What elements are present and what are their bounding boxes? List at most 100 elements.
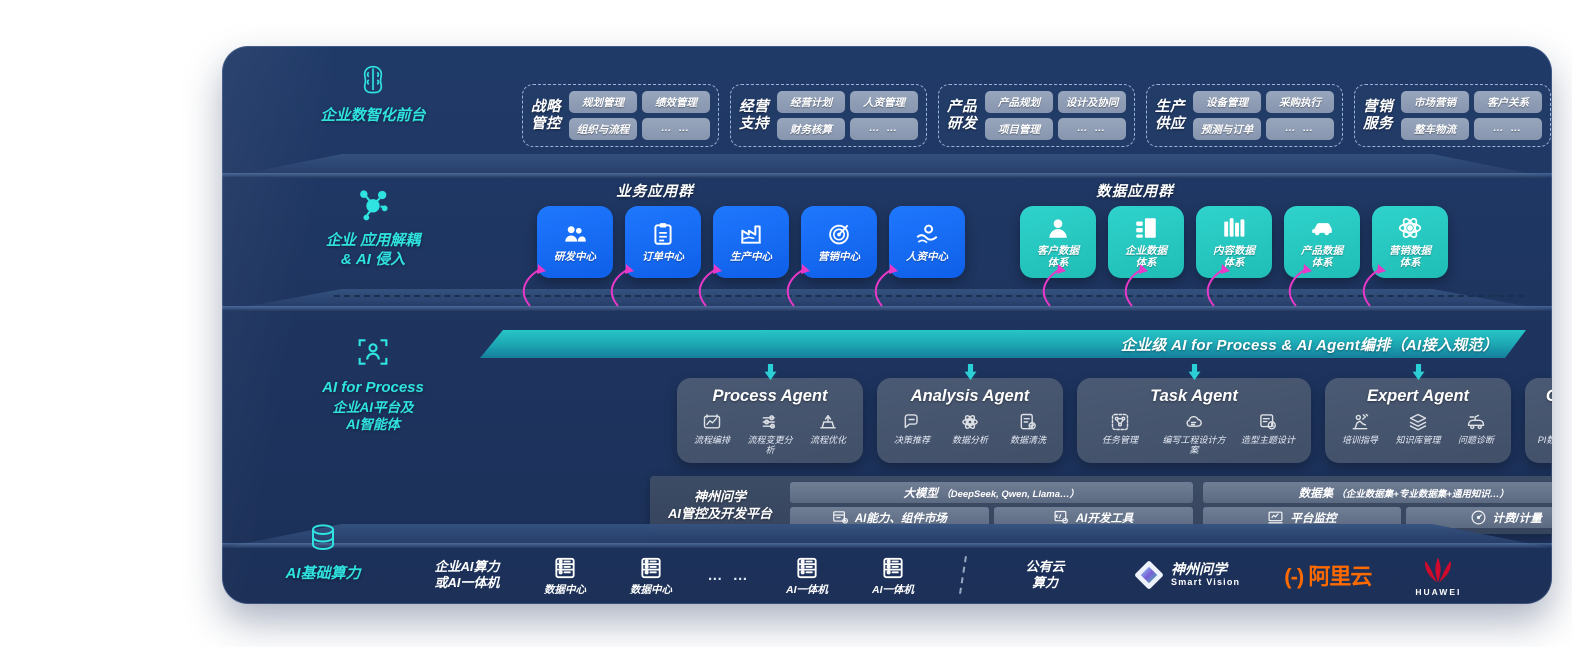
target-icon [829,224,849,245]
infra-item[interactable]: 数据中心 [522,555,608,596]
front-office-group[interactable]: 经营 支持 经营计划 人资管理 财务核算… … [730,84,927,147]
agent-items: PI数据识别数据权限 & 安全合规预警 [1535,412,1552,455]
agent-item[interactable]: PI数据识别 [1535,412,1552,455]
app-card-business[interactable]: 生产中心 [713,206,789,278]
agent-item-label: 流程优化 [809,435,846,445]
app-card-label: 人资中心 [906,251,948,263]
agent-item[interactable]: 流程变更分析 [745,412,795,455]
agent-card[interactable]: Process Agent 流程编排 流程变更分析 流程优化 [677,364,863,463]
infra-item[interactable]: AI一体机 [850,555,936,596]
front-office-chip[interactable]: 产品规划 [985,91,1053,113]
platform-bar-devtools[interactable]: AI开发工具 [993,507,1193,528]
decouple-node-icon [360,190,388,221]
front-office-chips: 市场营销 客户关系 整车物流… … [1401,91,1542,140]
agent-item[interactable]: 问题诊断 [1451,412,1501,445]
app-card-business[interactable]: 营销中心 [801,206,877,278]
front-office-group[interactable]: 营销 服务 市场营销 客户关系 整车物流… … [1354,84,1551,147]
database-stack-icon [312,524,334,551]
app-card-data[interactable]: 内容数据 体系 [1196,206,1272,278]
front-office-chip[interactable]: 人资管理 [850,91,918,113]
agent-item[interactable]: 造型主题设计 [1235,412,1301,455]
aliyun-logo[interactable]: (-) 阿里云 [1284,559,1372,591]
front-office-chip[interactable]: 财务核算 [777,118,845,140]
agent-item[interactable]: 数据清洗 [1003,412,1053,445]
front-office-chip[interactable]: … … [642,118,710,140]
app-card-data[interactable]: 产品数据 体系 [1284,206,1360,278]
agent-card[interactable]: Analysis Agent 决策推荐 数据分析 数据清洗 [877,364,1063,463]
app-card-data[interactable]: 企业数据 体系 [1108,206,1184,278]
teal-down-arrow-icon [964,364,977,381]
agent-item[interactable]: 决策推荐 [887,412,937,445]
app-card-label: 生产中心 [730,251,772,263]
front-office-group[interactable]: 战略 管控 规划管理 绩效管理 组织与流程… … [522,84,719,147]
agent-item[interactable]: 知识库管理 [1393,412,1443,445]
front-office-chip[interactable]: 组织与流程 [569,118,637,140]
billing-label: 计费/计量 [1492,512,1542,525]
agent-items: 培训指导 知识库管理 问题诊断 [1335,412,1501,445]
cloud-edit-icon [1186,415,1202,427]
front-office-chip[interactable]: … … [1474,118,1542,140]
front-office-chip[interactable]: … … [850,118,918,140]
front-office-chip[interactable]: 采购执行 [1266,91,1334,113]
front-office-chip[interactable]: 经营计划 [777,91,845,113]
front-office-chip[interactable]: … … [1266,118,1334,140]
infra-item[interactable]: 数据中心 [608,555,694,596]
front-office-chip[interactable]: 预测与订单 [1193,118,1261,140]
front-office-chip[interactable]: 项目管理 [985,118,1053,140]
front-office-chip[interactable]: 整车物流 [1401,118,1469,140]
front-office-chip[interactable]: 规划管理 [569,91,637,113]
infra-item[interactable]: 企业AI算力 或AI一体机 [412,559,522,591]
front-office-group[interactable]: 生产 供应 设备管理 采购执行 预测与订单… … [1146,84,1343,147]
agent-item[interactable]: 任务管理 [1087,412,1153,455]
gauge-icon [1471,510,1485,525]
infra-divider [959,556,967,594]
agent-item-label: 数据分析 [951,435,988,445]
agent-card[interactable]: Task Agent 任务管理 编写工程设计方案 造型主题设计 [1077,364,1311,463]
front-office-chip[interactable]: 客户关系 [1474,91,1542,113]
platform-bar-billing[interactable]: 计费/计量 [1406,507,1552,528]
platform-bar-models[interactable]: 大模型 （DeepSeek, Qwen, Llama…） [790,482,1193,503]
front-office-chip[interactable]: … … [1058,118,1126,140]
front-office-chip[interactable]: 市场营销 [1401,91,1469,113]
front-office-chip[interactable]: 绩效管理 [642,91,710,113]
app-card-business[interactable]: 订单中心 [625,206,701,278]
dashed-divider [334,295,1524,297]
app-card-data[interactable]: 营销数据 体系 [1372,206,1448,278]
app-card-business[interactable]: 人资中心 [889,206,965,278]
shenzhou-wenxue-logo[interactable]: 神州问学 Smart Vision [1134,560,1240,590]
agent-item[interactable]: 数据分析 [945,412,995,445]
agent-card[interactable]: Expert Agent 培训指导 知识库管理 问题诊断 [1325,364,1511,463]
agent-item[interactable]: 编写工程设计方案 [1161,412,1227,455]
infra-item[interactable]: 公有云 算力 [990,559,1100,591]
models-label: 大模型 [903,487,939,500]
layer-applications: 业务应用群 数据应用群 研发中心 订单中心 生产中心 营销中心 人资中心 客户数据 体系… [222,158,1552,326]
devtools-label: AI开发工具 [1075,512,1134,525]
platform-bar-market[interactable]: AI能力、组件市场 [790,507,989,528]
agent-item-label: 问题诊断 [1457,435,1494,445]
agent-items: 流程编排 流程变更分析 流程优化 [687,412,853,455]
infra-item-label: 公有云 算力 [1025,559,1065,590]
agent-item-label: 培训指导 [1341,435,1378,445]
app-card-business[interactable]: 研发中心 [537,206,613,278]
design-check-icon [1260,414,1276,430]
app-card-data[interactable]: 客户数据 体系 [1020,206,1096,278]
sidebar-item-ai-compute: AI基础算力 [238,518,408,583]
front-office-chip[interactable]: 设备管理 [1193,91,1261,113]
models-detail: （DeepSeek, Qwen, Llama…） [941,488,1079,500]
app-card-label: 企业数据 体系 [1125,245,1167,269]
platform-bar-monitor[interactable]: 平台监控 [1202,507,1402,528]
task-network-icon [1111,413,1129,431]
agent-card[interactable]: Compliance Agent PI数据识别数据权限 & 安全合规预警 [1525,378,1552,463]
sidebar-label-decoupling: 企业 应用解耦 & AI 侵入 [325,232,421,268]
agent-item[interactable]: 培训指导 [1335,412,1385,445]
huawei-logo[interactable]: HUAWEI [1415,554,1461,597]
agent-cards: Process Agent 流程编排 流程变更分析 流程优化 Analysis Agen… [677,364,1552,463]
infra-item[interactable]: AI一体机 [764,555,850,596]
front-office-group[interactable]: 产品 研发 产品规划 设计及协同 项目管理… … [938,84,1135,147]
front-office-chip[interactable]: 设计及协同 [1058,91,1126,113]
agent-item[interactable]: 流程优化 [803,412,853,455]
users-group-icon [565,226,586,242]
infra-item[interactable]: … … [694,567,764,584]
platform-bar-datasets[interactable]: 数据集 （企业数据集+专业数据集+通用知识…） [1202,482,1552,503]
agent-item[interactable]: 流程编排 [687,412,737,455]
